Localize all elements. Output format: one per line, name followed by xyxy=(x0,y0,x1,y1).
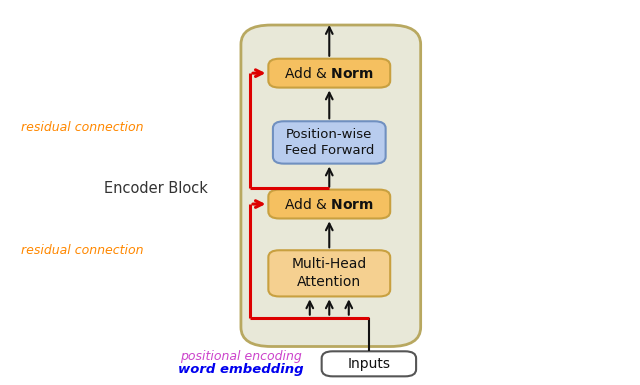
Text: Encoder Block: Encoder Block xyxy=(104,181,207,196)
Text: positional encoding: positional encoding xyxy=(180,350,302,363)
FancyBboxPatch shape xyxy=(268,250,390,296)
FancyBboxPatch shape xyxy=(273,121,386,164)
FancyBboxPatch shape xyxy=(241,25,420,346)
Text: Add & $\mathbf{Norm}$: Add & $\mathbf{Norm}$ xyxy=(284,197,374,211)
Text: Add & $\mathbf{Norm}$: Add & $\mathbf{Norm}$ xyxy=(284,66,374,80)
Text: residual connection: residual connection xyxy=(21,121,143,134)
FancyBboxPatch shape xyxy=(268,59,390,88)
Text: word embedding: word embedding xyxy=(178,363,304,376)
Text: Multi-Head
Attention: Multi-Head Attention xyxy=(292,258,367,289)
Text: residual connection: residual connection xyxy=(21,244,143,257)
Text: Position-wise
Feed Forward: Position-wise Feed Forward xyxy=(285,128,374,157)
FancyBboxPatch shape xyxy=(322,352,416,377)
Text: Inputs: Inputs xyxy=(348,357,390,371)
FancyBboxPatch shape xyxy=(268,190,390,219)
